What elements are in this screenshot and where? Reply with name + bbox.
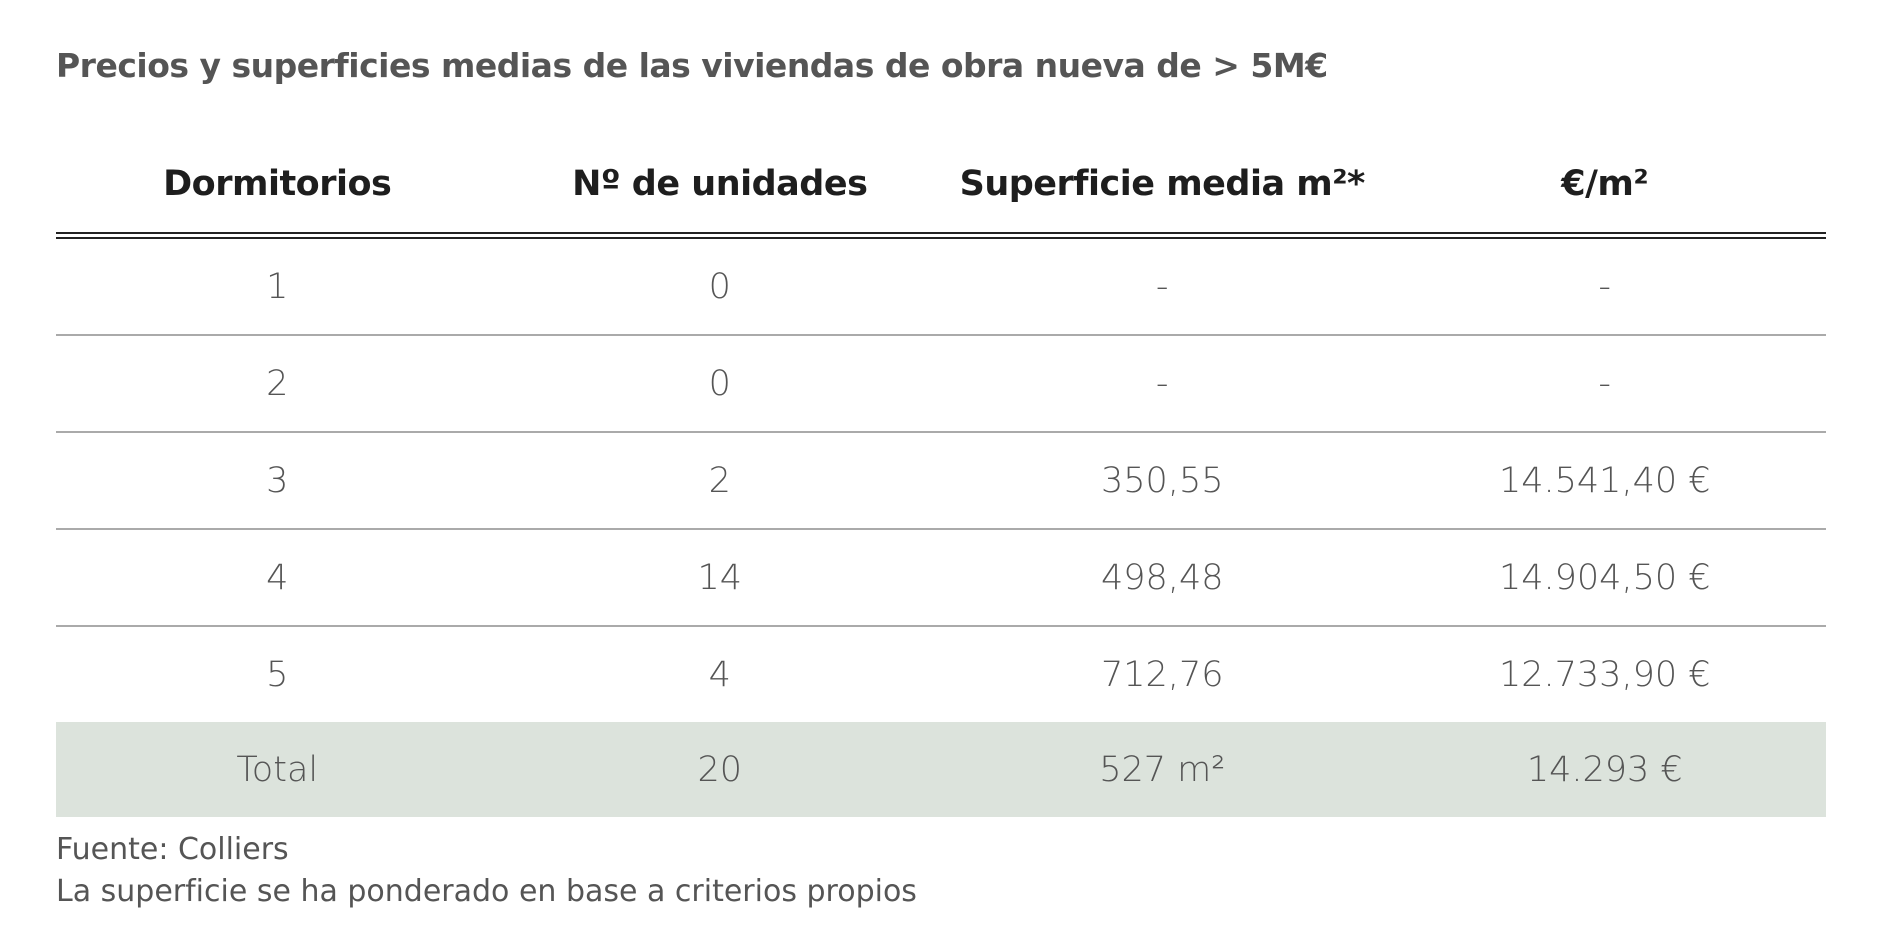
total-cell: 14.293 € xyxy=(1383,722,1826,817)
table-cell: - xyxy=(941,235,1384,336)
table-cell: 14.904,50 € xyxy=(1383,529,1826,627)
table-cell: 2 xyxy=(56,335,499,433)
table-cell: - xyxy=(1383,235,1826,336)
table-cell: 3 xyxy=(56,432,499,530)
header-row: Dormitorios Nº de unidades Superficie medi… xyxy=(56,136,1826,239)
column-header: Dormitorios xyxy=(56,136,499,239)
table-cell: 2 xyxy=(498,432,941,530)
table-row: 3 2 350,55 14.541,40 € xyxy=(56,432,1826,530)
table-cell: 1 xyxy=(56,235,499,336)
table-cell: - xyxy=(1383,335,1826,433)
table-head: Dormitorios Nº de unidades Superficie medi… xyxy=(56,136,1826,239)
table-cell: 712,76 xyxy=(1101,654,1224,695)
table-cell: - xyxy=(941,335,1384,433)
table-cell: 0 xyxy=(498,235,941,336)
table-cell: 14.541,40 € xyxy=(1383,432,1826,530)
table-cell: 498,48 xyxy=(941,529,1384,627)
data-table: Dormitorios Nº de unidades Superficie medi… xyxy=(56,136,1826,817)
source-note: Fuente: Colliers xyxy=(56,832,289,867)
footnote: La superficie se ha ponderado en base a … xyxy=(56,874,917,909)
table-body: 1 0- -2 0- -3 2 350,55 14.541,40 €4 14 498,48 14.9… xyxy=(56,235,1826,817)
table-cell: 4 xyxy=(708,654,731,695)
total-cell: Total xyxy=(56,722,499,817)
column-header: Superficie media m²* xyxy=(941,136,1384,239)
table-row: 4 14 498,48 14.904,50 € xyxy=(56,529,1826,627)
table-row: 5 4 712,76 12.733,90 € xyxy=(56,626,1826,722)
table-cell: 5 xyxy=(266,654,289,695)
column-header: Nº de unidades xyxy=(498,136,941,239)
table-cell: 12.733,90 € xyxy=(1498,654,1711,695)
total-cell: 527 m² xyxy=(941,722,1384,817)
column-header: €/m² xyxy=(1383,136,1826,239)
table-title: Precios y superficies medias de las vivi… xyxy=(56,46,1328,85)
total-cell: 20 xyxy=(498,722,941,817)
table-cell: 0 xyxy=(498,335,941,433)
total-row: Total 20 527 m² 14.293 € xyxy=(56,722,1826,817)
table-cell: 14 xyxy=(498,529,941,627)
table-cell: 4 xyxy=(56,529,499,627)
table-cell: 350,55 xyxy=(941,432,1384,530)
